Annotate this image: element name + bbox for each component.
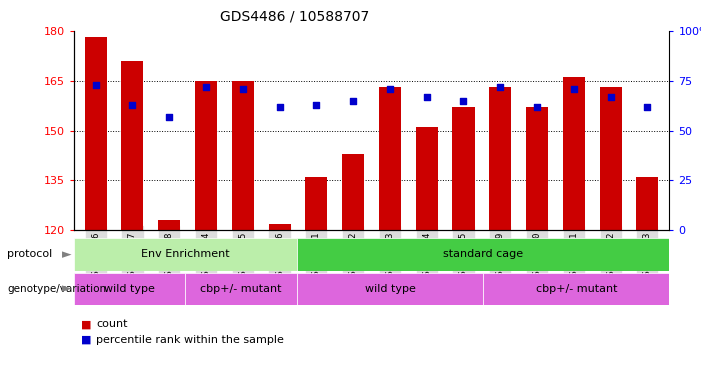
Text: cbp+/- mutant: cbp+/- mutant <box>200 284 282 294</box>
Text: ►: ► <box>62 283 72 295</box>
Bar <box>74 273 185 305</box>
Point <box>200 84 212 90</box>
Bar <box>379 87 401 230</box>
Point <box>458 98 469 104</box>
Point <box>569 86 580 92</box>
Text: cbp+/- mutant: cbp+/- mutant <box>536 284 617 294</box>
Text: Env Enrichment: Env Enrichment <box>141 249 230 260</box>
Point <box>531 104 543 110</box>
Text: ►: ► <box>62 248 72 261</box>
Bar <box>297 273 483 305</box>
Bar <box>563 77 585 230</box>
Bar <box>121 61 144 230</box>
Text: genotype/variation: genotype/variation <box>7 284 106 294</box>
Point <box>421 94 433 100</box>
Point <box>237 86 248 92</box>
Point <box>90 81 101 88</box>
Bar <box>268 224 291 230</box>
Text: percentile rank within the sample: percentile rank within the sample <box>96 335 284 345</box>
Bar <box>195 81 217 230</box>
Point <box>127 101 138 108</box>
Point <box>348 98 359 104</box>
Point <box>642 104 653 110</box>
Bar <box>297 238 669 271</box>
Point <box>274 104 285 110</box>
Text: standard cage: standard cage <box>443 249 524 260</box>
Bar <box>158 220 180 230</box>
Text: count: count <box>96 319 128 329</box>
Text: wild type: wild type <box>365 284 416 294</box>
Bar <box>637 177 658 230</box>
Bar <box>452 107 475 230</box>
Point <box>384 86 395 92</box>
Point <box>163 114 175 120</box>
Bar <box>416 127 437 230</box>
Point <box>605 94 616 100</box>
Bar <box>185 273 297 305</box>
Bar <box>342 154 365 230</box>
Text: protocol: protocol <box>7 249 53 260</box>
Bar <box>526 107 548 230</box>
Bar <box>483 273 669 305</box>
Text: GDS4486 / 10588707: GDS4486 / 10588707 <box>220 10 369 23</box>
Bar <box>489 87 511 230</box>
Bar <box>74 238 297 271</box>
Bar <box>232 81 254 230</box>
Point <box>495 84 506 90</box>
Bar <box>85 37 107 230</box>
Point <box>311 101 322 108</box>
Text: wild type: wild type <box>104 284 155 294</box>
Bar <box>599 87 622 230</box>
Text: ■: ■ <box>81 335 91 345</box>
Bar <box>306 177 327 230</box>
Text: ■: ■ <box>81 319 91 329</box>
